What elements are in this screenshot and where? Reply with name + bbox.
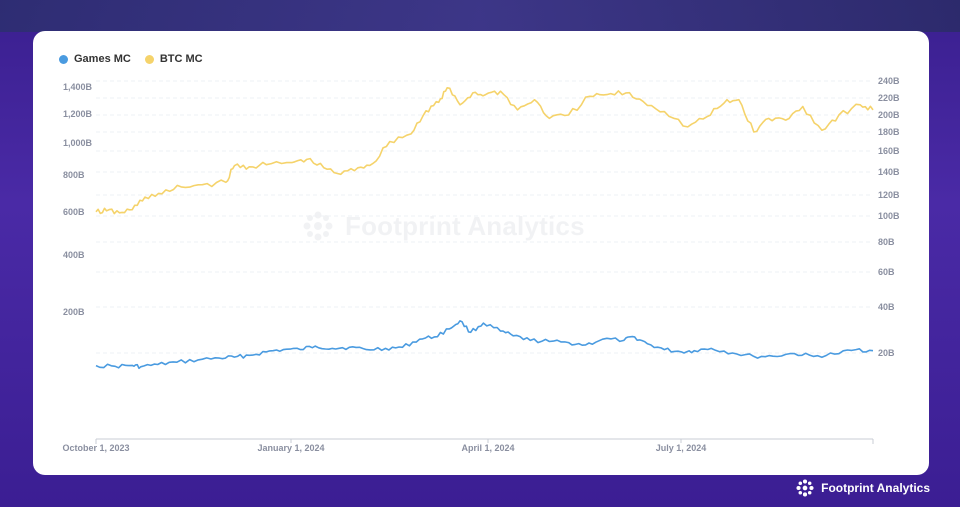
legend-label-games: Games MC <box>74 53 131 65</box>
y-right-tick-label: 220B <box>878 93 900 103</box>
brand-footer[interactable]: Footprint Analytics <box>795 478 930 498</box>
brand-name: Footprint Analytics <box>821 481 930 495</box>
y-right-tick-label: 60B <box>878 267 895 277</box>
y-right-tick-label: 40B <box>878 302 895 312</box>
legend-label-btc: BTC MC <box>159 53 203 65</box>
y-right-tick-label: 160B <box>878 146 900 156</box>
chart-card: Games MC BTC MC Footprint Analytics 1,40… <box>33 31 929 475</box>
y-right-tick-label: 120B <box>878 190 900 200</box>
y-right-tick-label: 200B <box>878 110 900 120</box>
footprint-flower-icon <box>796 479 814 497</box>
legend-item-games[interactable]: Games MC <box>59 53 131 65</box>
x-tick-label: July 1, 2024 <box>656 443 707 453</box>
y-right-tick-label: 140B <box>878 167 900 177</box>
y-right-tick-label: 100B <box>878 211 900 221</box>
legend-dot-btc <box>144 54 154 64</box>
series-line-games <box>95 320 874 370</box>
legend: Games MC BTC MC <box>59 53 203 65</box>
series-line-btc <box>95 87 874 215</box>
y-left-tick-label: 200B <box>63 307 85 317</box>
y-right-tick-label: 20B <box>878 348 895 358</box>
chart-plot: 1,400B 1,200B 1,000B 800B 600B 400B 200B 240B 22… <box>62 76 900 453</box>
y-left-tick-label: 1,400B <box>63 82 93 92</box>
y-left-tick-label: 800B <box>63 170 85 180</box>
background-banner <box>0 0 960 32</box>
y-right-tick-label: 240B <box>878 76 900 86</box>
x-tick-label: October 1, 2023 <box>62 443 129 453</box>
y-left-tick-label: 1,200B <box>63 109 93 119</box>
y-right-tick-label: 80B <box>878 237 895 247</box>
legend-dot-games <box>59 54 68 64</box>
legend-item-btc[interactable]: BTC MC <box>144 53 203 65</box>
y-left-tick-label: 600B <box>63 207 85 217</box>
y-left-tick-label: 400B <box>63 250 85 260</box>
x-tick-label: January 1, 2024 <box>257 443 324 453</box>
x-tick-label: April 1, 2024 <box>461 443 514 453</box>
y-left-tick-label: 1,000B <box>63 138 93 148</box>
y-right-tick-label: 180B <box>878 127 900 137</box>
footprint-flower-icon <box>303 211 333 241</box>
